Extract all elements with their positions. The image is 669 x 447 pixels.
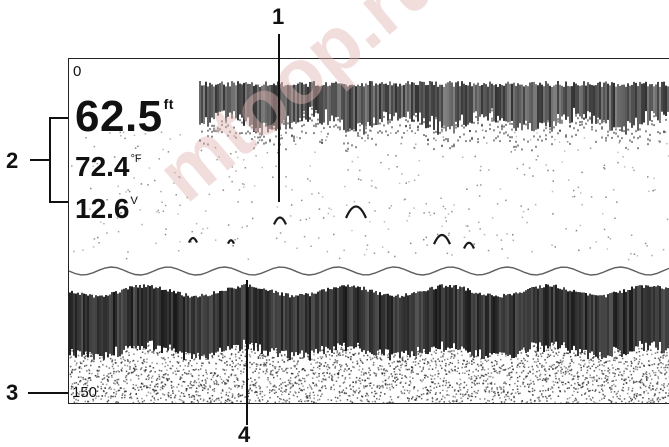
callout-3: 3 <box>6 382 18 404</box>
callout-2: 2 <box>6 150 18 172</box>
callout-2-bracket <box>30 118 68 202</box>
callout-4: 4 <box>238 424 250 446</box>
callout-1: 1 <box>272 6 284 28</box>
